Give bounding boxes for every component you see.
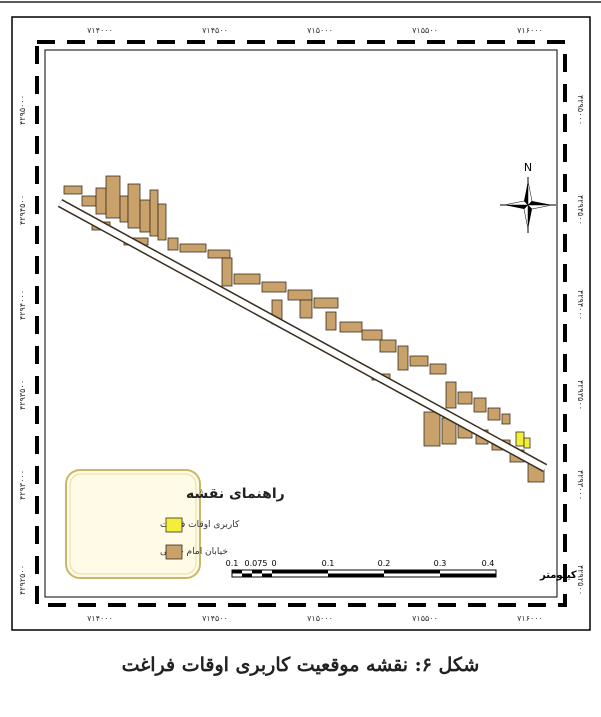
- x-tick-top: ۷۱۴۵۰۰: [202, 26, 228, 35]
- x-tick-bottom: ۷۱۴۵۰۰: [202, 614, 228, 623]
- scale-label: 0: [271, 559, 276, 568]
- y-tick-right: ۴۲۹۴۵۰۰: [576, 195, 585, 225]
- x-tick-bottom: ۷۱۵۰۰۰: [307, 614, 333, 623]
- x-tick-top: ۷۱۶۰۰۰: [517, 26, 543, 35]
- y-tick-left: ۴۲۹۵۰۰۰: [18, 95, 27, 125]
- y-tick-right: ۴۲۹۵۰۰۰: [576, 95, 585, 125]
- north-arrow-star-light: [527, 180, 533, 206]
- legend-swatch-leisure: [165, 517, 183, 533]
- parcel: [313, 297, 339, 309]
- scale-label: 0.3: [434, 559, 447, 568]
- parcel: [157, 203, 167, 241]
- parcel: [119, 195, 129, 223]
- parcel: [325, 311, 337, 331]
- north-arrow: N: [500, 161, 556, 233]
- parcel: [207, 249, 231, 259]
- map-figure: ۷۱۴۰۰۰ ۷۱۴۵۰۰ ۷۱۵۰۰۰ ۷۱۵۵۰۰ ۷۱۶۰۰۰ ۷۱۴۰۰۰ ۷۱۴۵…: [0, 1, 601, 631]
- parcel: [63, 185, 83, 195]
- x-tick-top: ۷۱۵۰۰۰: [307, 26, 333, 35]
- parcel: [361, 329, 383, 341]
- y-tick-left: ۴۲۹۴۰۰۰: [18, 290, 27, 320]
- parcel: [339, 321, 363, 333]
- scale-label: 0.075: [245, 559, 268, 568]
- x-tick-top: ۷۱۴۰۰۰: [87, 26, 113, 35]
- north-arrow-star-light: [527, 204, 553, 210]
- y-tick-right: ۴۲۹۴۰۰۰: [576, 290, 585, 320]
- scale-bar-segment: [252, 570, 262, 574]
- legend-title: راهنمای نقشه: [186, 486, 285, 502]
- parcel: [95, 187, 107, 215]
- parcel: [445, 381, 457, 409]
- parcel: [487, 407, 501, 421]
- x-tick-bottom: ۷۱۴۰۰۰: [87, 614, 113, 623]
- x-tick-top: ۷۱۵۵۰۰: [412, 26, 438, 35]
- legend-swatch-street: [165, 544, 183, 560]
- parcel: [457, 391, 473, 405]
- legend-box-inner: [69, 473, 197, 575]
- legend-label-street: خیابان امام خمینی: [160, 547, 228, 557]
- figure-caption: شکل ۶: نقشه موقعیت کاربری اوقات فراغت: [121, 654, 480, 676]
- scale-bar: 0.1 0.075 0 0.1 0.2 0.3 0.4 کیلومتر: [226, 559, 577, 581]
- legend-label-leisure: کاربری اوقات فراغت: [160, 520, 240, 530]
- map-area: [44, 49, 558, 598]
- parcel: [501, 413, 511, 425]
- parcel: [261, 281, 287, 293]
- y-tick-left: ۴۲۹۲۵۰۰: [18, 565, 27, 595]
- y-tick-left: ۴۲۹۳۵۰۰: [18, 380, 27, 410]
- scale-bar-segment: [440, 573, 496, 577]
- leisure-parcel: [523, 437, 531, 449]
- parcel: [233, 273, 261, 285]
- parcel: [149, 189, 159, 237]
- y-tick-right: ۴۲۹۳۵۰۰: [576, 380, 585, 410]
- scale-label: 0.1: [226, 559, 239, 568]
- scale-bar-segment: [232, 570, 242, 574]
- scale-label: 0.4: [482, 559, 495, 568]
- parcel: [397, 345, 409, 371]
- scale-unit: کیلومتر: [539, 570, 577, 581]
- north-arrow-star-light: [523, 204, 529, 230]
- parcel: [379, 339, 397, 353]
- parcel: [81, 195, 97, 207]
- y-tick-left: ۴۲۹۳۰۰۰: [18, 470, 27, 500]
- scale-bar-segment: [328, 573, 384, 577]
- parcel: [105, 175, 121, 219]
- parcel: [429, 363, 447, 375]
- y-tick-right: ۴۲۹۳۰۰۰: [576, 470, 585, 500]
- y-tick-right: ۴۲۹۲۵۰۰: [576, 565, 585, 595]
- scale-bar-segment: [384, 570, 440, 574]
- leisure-parcels: [515, 431, 531, 449]
- parcel: [139, 199, 151, 233]
- scale-bar-segment: [262, 573, 272, 577]
- neatline: [35, 40, 567, 607]
- parcel: [409, 355, 429, 367]
- x-tick-bottom: ۷۱۵۵۰۰: [412, 614, 438, 623]
- parcel: [167, 237, 179, 251]
- x-tick-bottom: ۷۱۶۰۰۰: [517, 614, 543, 623]
- coordinate-ticks: ۷۱۴۰۰۰ ۷۱۴۵۰۰ ۷۱۵۰۰۰ ۷۱۵۵۰۰ ۷۱۶۰۰۰ ۷۱۴۰۰۰ ۷۱۴۵…: [18, 26, 585, 623]
- street-fill: [58, 200, 547, 471]
- parcel: [473, 397, 487, 413]
- parcel: [287, 289, 313, 301]
- legend: راهنمای نقشه کاربری اوقات فراغت خیابان ا…: [65, 469, 285, 579]
- north-arrow-star-light: [503, 200, 529, 206]
- parcel: [299, 299, 313, 319]
- parcel: [127, 183, 141, 229]
- leisure-parcel: [515, 431, 525, 447]
- parcel: [221, 257, 233, 287]
- y-tick-left: ۴۲۹۴۵۰۰: [18, 195, 27, 225]
- scale-label: 0.2: [378, 559, 391, 568]
- scale-label: 0.1: [322, 559, 335, 568]
- parcel: [423, 411, 441, 447]
- scale-bar-segment: [272, 570, 328, 574]
- north-label: N: [524, 161, 532, 174]
- parcel: [179, 243, 207, 253]
- scale-bar-segment: [242, 573, 252, 577]
